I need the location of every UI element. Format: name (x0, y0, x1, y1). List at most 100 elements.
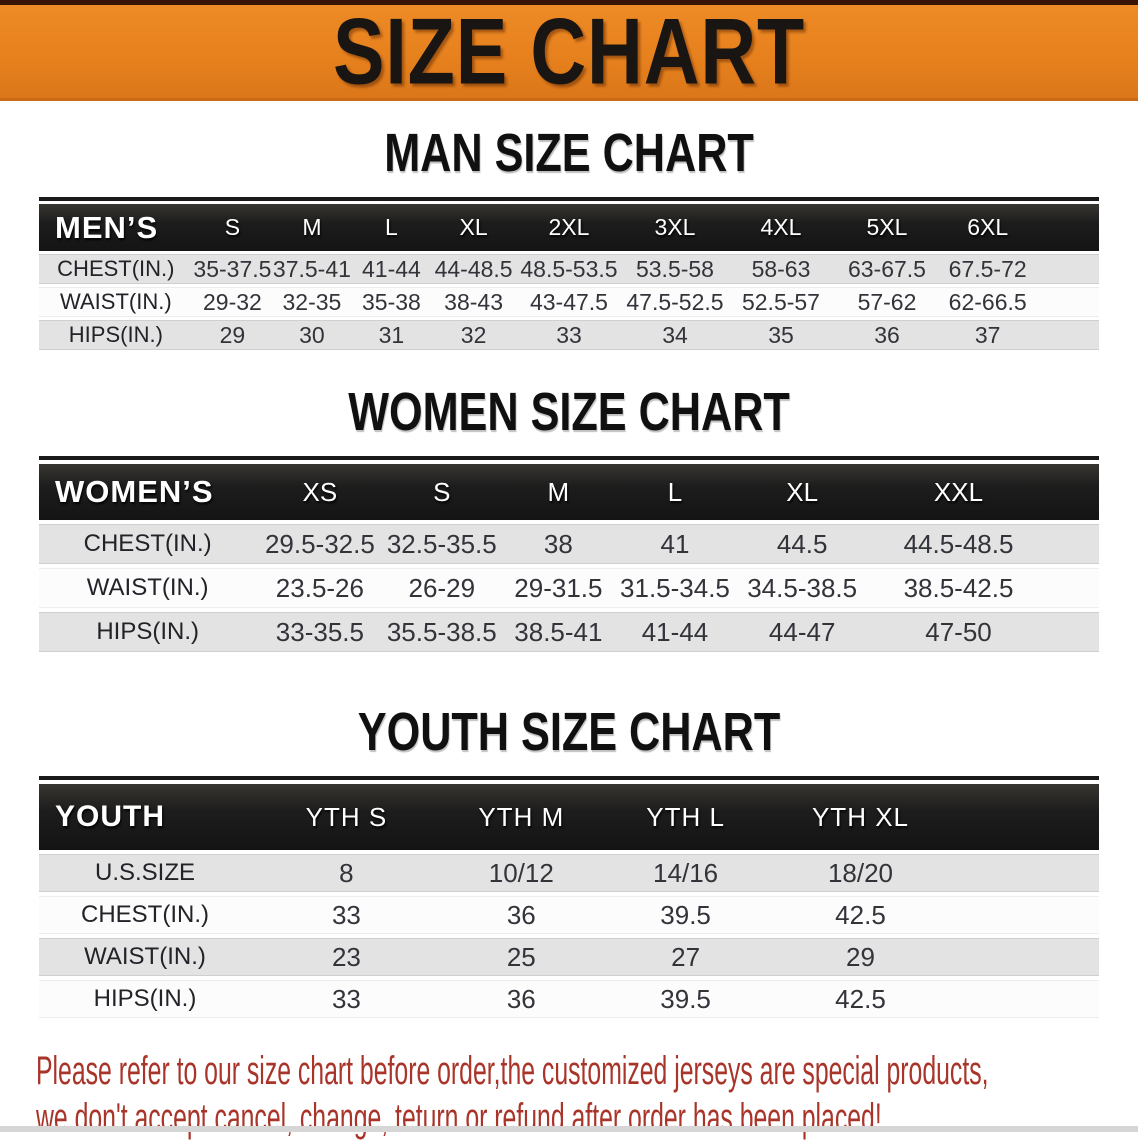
men-section-heading: MAN SIZE CHART (0, 123, 1138, 183)
value-cell: 38.5-41 (500, 612, 617, 652)
value-cell: 62-66.5 (939, 287, 1036, 317)
size-column-header: YTH L (600, 784, 771, 850)
header-filler (950, 784, 1099, 850)
footnote-line-1: Please refer to our size chart before or… (36, 1049, 989, 1093)
size-column-header: L (351, 204, 432, 251)
row-label: HIPS(IN.) (39, 320, 193, 350)
row-filler (1035, 320, 1099, 350)
value-cell: 29.5-32.5 (256, 524, 384, 564)
value-cell: 44-47 (733, 612, 872, 652)
row-label: HIPS(IN.) (39, 980, 251, 1018)
value-cell: 47-50 (871, 612, 1046, 652)
header-row: MEN’S S M L XL 2XL 3XL 4XL 5XL 6XL (39, 204, 1099, 251)
women-section-heading: WOMEN SIZE CHART (0, 382, 1138, 442)
value-cell: 42.5 (770, 980, 951, 1018)
table-row: U.S.SIZE 8 10/12 14/16 18/20 (39, 854, 1099, 892)
value-cell: 32.5-35.5 (383, 524, 501, 564)
header-filler (1045, 464, 1099, 520)
value-cell: 34 (621, 320, 728, 350)
value-cell: 43-47.5 (515, 287, 622, 317)
youth-heading-text: YOUTH SIZE CHART (357, 702, 781, 762)
size-column-header: XL (733, 464, 872, 520)
women-size-table: WOMEN’S XS S M L XL XXL CHEST(IN.) 29.5-32.5 32.5… (39, 456, 1099, 656)
size-column-header: S (383, 464, 501, 520)
row-label: U.S.SIZE (39, 854, 251, 892)
value-cell: 38-43 (431, 287, 516, 317)
value-cell: 32 (431, 320, 516, 350)
men-heading-text: MAN SIZE CHART (384, 123, 754, 183)
value-cell: 25 (441, 938, 601, 976)
value-cell: 41-44 (351, 254, 432, 284)
table-corner-label: WOMEN’S (39, 464, 257, 520)
value-cell: 35 (727, 320, 834, 350)
value-cell: 33 (251, 980, 442, 1018)
size-column-header: 5XL (833, 204, 940, 251)
value-cell: 23.5-26 (256, 568, 384, 608)
size-column-header: 4XL (727, 204, 834, 251)
row-filler (1035, 287, 1099, 317)
value-cell: 31 (351, 320, 432, 350)
value-cell: 41-44 (616, 612, 734, 652)
size-column-header: 3XL (621, 204, 728, 251)
size-column-header: 6XL (939, 204, 1036, 251)
value-cell: 53.5-58 (621, 254, 728, 284)
table-row: WAIST(IN.) 23 25 27 29 (39, 938, 1099, 976)
row-filler (1045, 568, 1099, 608)
size-column-header: XL (431, 204, 516, 251)
size-column-header: YTH XL (770, 784, 951, 850)
table-row: HIPS(IN.) 33-35.5 35.5-38.5 38.5-41 41-44 44-… (39, 612, 1099, 652)
value-cell: 36 (441, 896, 601, 934)
value-cell: 44.5-48.5 (871, 524, 1046, 564)
value-cell: 47.5-52.5 (621, 287, 728, 317)
size-column-header: XS (256, 464, 384, 520)
value-cell: 10/12 (441, 854, 601, 892)
men-size-table: MEN’S S M L XL 2XL 3XL 4XL 5XL 6XL CHEST(IN.) 35-37… (39, 197, 1099, 353)
row-label: CHEST(IN.) (39, 254, 193, 284)
row-filler (950, 938, 1099, 976)
value-cell: 57-62 (833, 287, 940, 317)
header-row: WOMEN’S XS S M L XL XXL (39, 464, 1099, 520)
value-cell: 34.5-38.5 (733, 568, 872, 608)
value-cell: 33 (515, 320, 622, 350)
value-cell: 26-29 (383, 568, 501, 608)
value-cell: 27 (600, 938, 771, 976)
youth-size-table: YOUTH YTH S YTH M YTH L YTH XL U.S.SIZE 8 10/12… (39, 776, 1099, 1022)
bottom-light-edge (0, 1126, 1138, 1132)
size-column-header: S (192, 204, 273, 251)
value-cell: 8 (251, 854, 442, 892)
value-cell: 52.5-57 (727, 287, 834, 317)
value-cell: 44-48.5 (431, 254, 516, 284)
size-column-header: YTH M (441, 784, 601, 850)
value-cell: 32-35 (272, 287, 352, 317)
size-column-header: YTH S (251, 784, 442, 850)
size-column-header: XXL (871, 464, 1046, 520)
row-label: CHEST(IN.) (39, 896, 251, 934)
banner: SIZE CHART (0, 5, 1138, 101)
women-heading-text: WOMEN SIZE CHART (348, 382, 790, 442)
header-row: YOUTH YTH S YTH M YTH L YTH XL (39, 784, 1099, 850)
size-column-header: 2XL (515, 204, 622, 251)
value-cell: 35-37.5 (192, 254, 273, 284)
value-cell: 38 (500, 524, 617, 564)
value-cell: 36 (833, 320, 940, 350)
table-row: WAIST(IN.) 23.5-26 26-29 29-31.5 31.5-34.5 34… (39, 568, 1099, 608)
footnote-line-2: we don't accept cancel, change, teturn o… (36, 1096, 882, 1140)
value-cell: 23 (251, 938, 442, 976)
value-cell: 58-63 (727, 254, 834, 284)
row-label: WAIST(IN.) (39, 938, 251, 976)
value-cell: 44.5 (733, 524, 872, 564)
table-corner-label: MEN’S (39, 204, 193, 251)
value-cell: 67.5-72 (939, 254, 1036, 284)
row-label: WAIST(IN.) (39, 568, 257, 608)
value-cell: 14/16 (600, 854, 771, 892)
table-corner-label: YOUTH (39, 784, 251, 850)
header-filler (1035, 204, 1099, 251)
value-cell: 35.5-38.5 (383, 612, 501, 652)
row-filler (950, 854, 1099, 892)
row-filler (1045, 524, 1099, 564)
value-cell: 33 (251, 896, 442, 934)
value-cell: 63-67.5 (833, 254, 940, 284)
value-cell: 48.5-53.5 (515, 254, 622, 284)
value-cell: 39.5 (600, 896, 771, 934)
youth-section-heading: YOUTH SIZE CHART (0, 702, 1138, 762)
